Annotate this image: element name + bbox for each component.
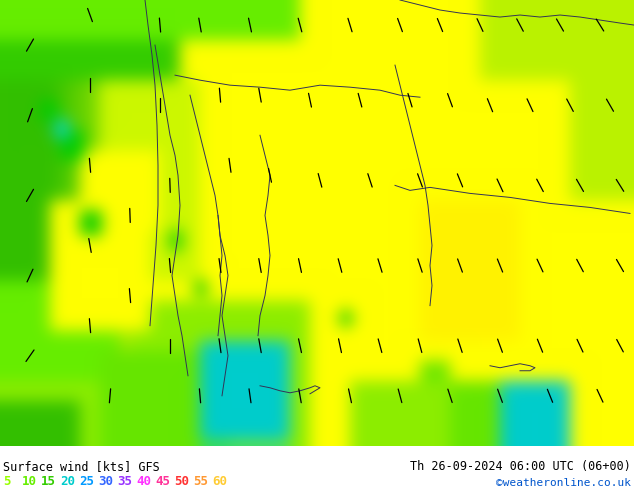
Text: 15: 15	[41, 475, 56, 488]
Text: 5: 5	[3, 475, 11, 488]
Text: Th 26-09-2024 06:00 UTC (06+00): Th 26-09-2024 06:00 UTC (06+00)	[410, 460, 631, 473]
Text: 30: 30	[98, 475, 113, 488]
Text: 40: 40	[136, 475, 151, 488]
Text: 25: 25	[79, 475, 94, 488]
Text: 45: 45	[155, 475, 170, 488]
Text: 60: 60	[212, 475, 227, 488]
Text: 20: 20	[60, 475, 75, 488]
Text: 50: 50	[174, 475, 189, 488]
Text: 35: 35	[117, 475, 132, 488]
Text: ©weatheronline.co.uk: ©weatheronline.co.uk	[496, 478, 631, 488]
Text: 55: 55	[193, 475, 208, 488]
Text: 10: 10	[22, 475, 37, 488]
Text: Surface wind [kts] GFS: Surface wind [kts] GFS	[3, 460, 160, 473]
